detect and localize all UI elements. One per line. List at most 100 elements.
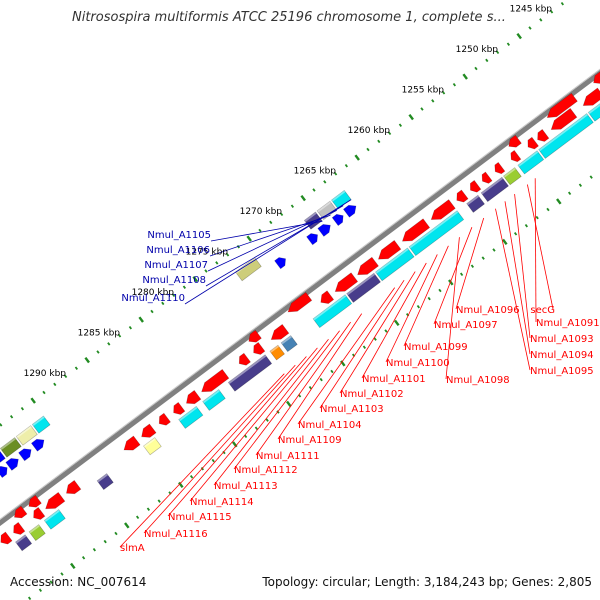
forward-gene-arrow[interactable] [158, 412, 171, 426]
gene-label-forward[interactable]: Nmul_A1112 [234, 465, 298, 476]
cog-feature-box[interactable] [202, 389, 226, 411]
cog-feature-box[interactable] [587, 96, 600, 122]
forward-gene-arrow[interactable] [527, 136, 539, 150]
cog-feature-box[interactable] [480, 176, 509, 203]
cog-feature-box[interactable] [280, 335, 298, 353]
forward-gene-arrow[interactable] [377, 239, 402, 260]
forward-gene-arrow[interactable] [14, 505, 28, 519]
forward-gene-arrow[interactable] [481, 171, 493, 184]
reverse-gene-arrow[interactable] [317, 224, 331, 237]
gene-features[interactable] [0, 71, 600, 552]
gene-label-forward[interactable]: Nmul_A1093 [530, 334, 594, 345]
gene-label-forward[interactable]: Nmul_A1103 [320, 404, 384, 415]
cog-feature-box[interactable] [15, 425, 38, 446]
reverse-gene-arrow[interactable] [5, 458, 19, 471]
forward-gene-arrow[interactable] [141, 423, 157, 438]
forward-gene-arrow[interactable] [550, 107, 578, 130]
forward-gene-arrow[interactable] [173, 401, 186, 415]
forward-gene-arrow[interactable] [186, 389, 202, 405]
cog-feature-box[interactable] [96, 473, 114, 491]
cog-feature-box[interactable] [346, 272, 381, 303]
cog-feature-box[interactable] [517, 150, 545, 175]
forward-gene-arrow[interactable] [320, 290, 335, 304]
gene-label-forward[interactable]: Nmul_A1116 [144, 529, 208, 540]
forward-gene-arrow[interactable] [287, 291, 313, 313]
forward-gene-arrow[interactable] [270, 323, 290, 340]
gene-label-reverse[interactable]: Nmul_A1108 [142, 275, 206, 286]
forward-gene-arrow[interactable] [45, 491, 66, 510]
gene-label-reverse[interactable]: Nmul_A1107 [144, 260, 208, 271]
forward-gene-arrow[interactable] [546, 92, 578, 118]
cog-feature-box[interactable] [178, 405, 204, 429]
gene-label-reverse[interactable]: Nmul_A1110 [121, 293, 185, 304]
cog-feature-box[interactable] [0, 450, 6, 466]
cog-feature-box[interactable] [312, 294, 353, 329]
gene-label-forward[interactable]: Nmul_A1099 [404, 342, 468, 353]
gene-label-forward[interactable]: Nmul_A1102 [340, 389, 404, 400]
forward-gene-arrow[interactable] [469, 179, 482, 193]
gene-labels[interactable]: secG Nmul_A1091 Nmul_A1093 Nmul_A1094 Nmul_A… [120, 230, 600, 554]
gene-label-reverse[interactable]: Nmul_A1106 [146, 245, 210, 256]
reverse-gene-arrow[interactable] [306, 233, 318, 246]
cog-feature-box[interactable] [375, 247, 415, 282]
gene-label-forward[interactable]: Nmul_A1104 [298, 420, 362, 431]
forward-gene-arrow[interactable] [66, 479, 82, 495]
cog-feature-box[interactable] [143, 437, 162, 456]
forward-gene-arrow[interactable] [238, 352, 251, 366]
gene-label-forward[interactable]: Nmul_A1114 [190, 497, 254, 508]
gene-label-forward[interactable]: Nmul_A1115 [168, 512, 232, 523]
cog-feature-box[interactable] [235, 257, 262, 282]
forward-gene-arrow[interactable] [201, 368, 230, 393]
cog-feature-box[interactable] [269, 344, 285, 361]
gene-label-forward[interactable]: Nmul_A1109 [278, 435, 342, 446]
forward-gene-arrow[interactable] [537, 128, 550, 142]
gene-label-forward[interactable]: Nmul_A1096 [456, 305, 520, 316]
gene-label-forward[interactable]: slmA [120, 543, 145, 554]
cog-feature-box[interactable] [15, 534, 33, 552]
forward-gene-arrow[interactable] [334, 272, 359, 292]
reverse-gene-arrow[interactable] [342, 204, 357, 218]
gene-label-forward[interactable]: Nmul_A1095 [530, 366, 594, 377]
reverse-gene-arrow[interactable] [331, 213, 344, 227]
gene-label-forward[interactable]: Nmul_A1097 [434, 320, 498, 331]
forward-gene-arrow[interactable] [510, 149, 522, 163]
forward-gene-arrow[interactable] [593, 71, 600, 84]
gene-label-forward[interactable]: secG [530, 305, 555, 316]
cog-feature-box[interactable] [43, 509, 66, 530]
forward-gene-arrow[interactable] [13, 521, 26, 535]
forward-gene-arrow[interactable] [430, 199, 456, 220]
reverse-gene-arrow[interactable] [0, 465, 8, 479]
gene-label-forward[interactable]: Nmul_A1098 [446, 375, 510, 386]
cog-feature-box[interactable] [408, 210, 465, 257]
gene-label-forward[interactable]: Nmul_A1111 [256, 451, 320, 462]
forward-gene-arrow[interactable] [123, 435, 141, 451]
cog-feature-box[interactable] [303, 211, 323, 230]
cog-feature-box[interactable] [227, 354, 273, 392]
forward-gene-arrow[interactable] [357, 256, 379, 276]
gene-label-forward[interactable]: Nmul_A1101 [362, 374, 426, 385]
forward-gene-arrow[interactable] [508, 134, 522, 148]
cog-feature-box[interactable] [31, 415, 51, 434]
forward-gene-arrow[interactable] [248, 329, 262, 343]
gene-label-reverse[interactable]: Nmul_A1105 [147, 230, 211, 241]
cog-feature-box[interactable] [503, 167, 522, 186]
forward-gene-arrow[interactable] [0, 531, 13, 545]
forward-gene-arrow[interactable] [401, 218, 431, 242]
forward-gene-arrow[interactable] [28, 494, 42, 508]
forward-gene-arrow[interactable] [582, 87, 600, 106]
cog-feature-box[interactable] [0, 437, 22, 458]
reverse-gene-arrow[interactable] [18, 448, 32, 462]
cog-feature-box[interactable] [28, 524, 46, 542]
gene-label-forward[interactable]: Nmul_A1091 [536, 318, 600, 329]
reverse-gene-arrow[interactable] [30, 438, 45, 452]
forward-gene-arrow[interactable] [253, 341, 266, 355]
reverse-gene-arrow[interactable] [274, 257, 286, 270]
cog-feature-box[interactable] [466, 194, 485, 213]
gene-label-forward[interactable]: Nmul_A1100 [386, 358, 450, 369]
forward-gene-arrow[interactable] [33, 506, 46, 520]
cog-feature-box[interactable] [538, 113, 594, 159]
cog-feature-box[interactable] [316, 200, 337, 221]
gene-label-forward[interactable]: Nmul_A1113 [214, 481, 278, 492]
forward-gene-arrow[interactable] [456, 189, 469, 203]
